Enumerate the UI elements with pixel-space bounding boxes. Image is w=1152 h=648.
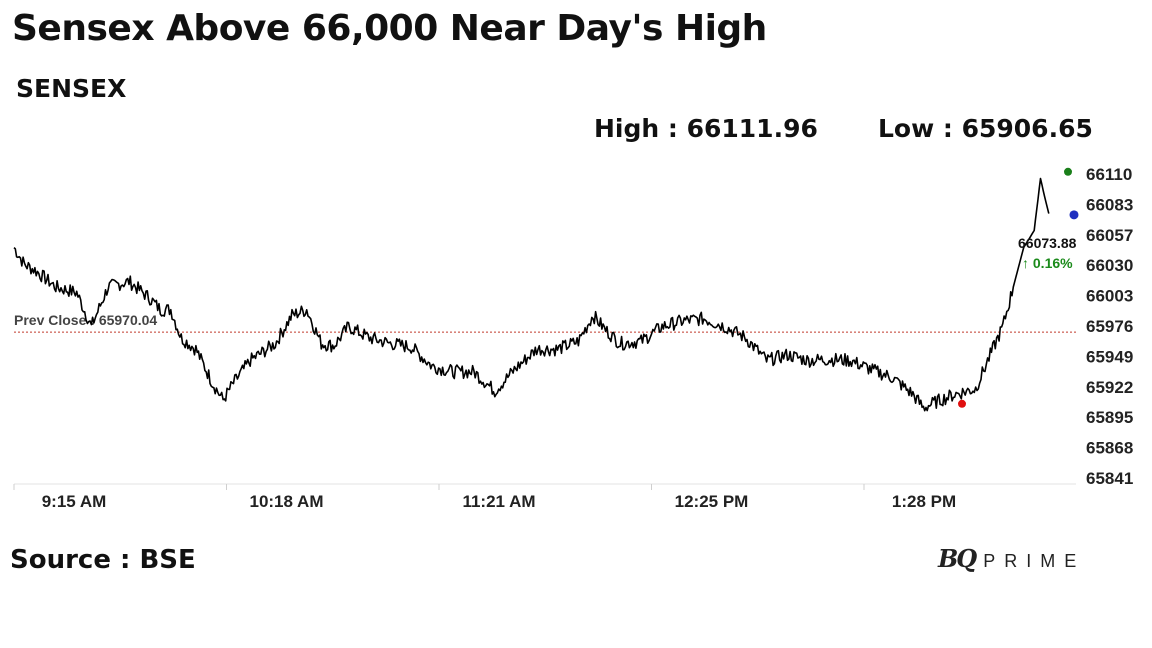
day-high-label: High : 66111.96 xyxy=(594,114,818,143)
x-tick-label: 12:25 PM xyxy=(675,492,749,511)
y-tick-label: 66003 xyxy=(1086,287,1133,306)
y-tick-label: 65868 xyxy=(1086,439,1133,458)
x-tick-label: 1:28 PM xyxy=(892,492,956,511)
x-tick-label: 10:18 AM xyxy=(249,492,323,511)
low-marker xyxy=(958,399,966,408)
y-tick-label: 66030 xyxy=(1086,256,1133,275)
change-percent-label: ↑ 0.16% xyxy=(1022,255,1073,271)
y-axis-ticks: 66110 66083 66057 66030 66003 65976 65949 65922… xyxy=(1086,165,1133,488)
logo-mark: BQ xyxy=(938,544,977,573)
last-price-label: 66073.88 xyxy=(1018,235,1077,251)
day-low-label: Low : 65906.65 xyxy=(878,114,1093,143)
y-tick-label: 66083 xyxy=(1086,195,1133,214)
y-tick-label: 65949 xyxy=(1086,347,1133,366)
high-marker xyxy=(1064,167,1072,176)
y-tick-label: 66110 xyxy=(1086,165,1132,184)
y-tick-label: 65895 xyxy=(1086,408,1133,427)
y-tick-label: 65922 xyxy=(1086,378,1133,397)
x-tick-label: 9:15 AM xyxy=(42,492,107,511)
markers: 66073.88 ↑ 0.16% xyxy=(958,167,1079,408)
prev-close-group: Prev Close : 65970.04 xyxy=(14,312,1076,333)
price-line xyxy=(13,177,1050,412)
bq-prime-logo: BQ PRIME xyxy=(938,544,1085,573)
logo-wordmark: PRIME xyxy=(983,551,1086,571)
last-price-marker xyxy=(1069,210,1079,220)
source-label: Source : BSE xyxy=(10,545,196,575)
chart-subtitle: SENSEX xyxy=(16,74,127,103)
x-axis: 9:15 AM 10:18 AM 11:21 AM 12:25 PM 1:28 PM xyxy=(13,483,1076,511)
y-tick-label: 65976 xyxy=(1086,317,1133,336)
y-tick-label: 65841 xyxy=(1086,469,1133,488)
x-tick-label: 11:21 AM xyxy=(462,492,535,511)
y-tick-label: 66057 xyxy=(1086,226,1133,245)
chart-title: Sensex Above 66,000 Near Day's High xyxy=(12,8,767,49)
